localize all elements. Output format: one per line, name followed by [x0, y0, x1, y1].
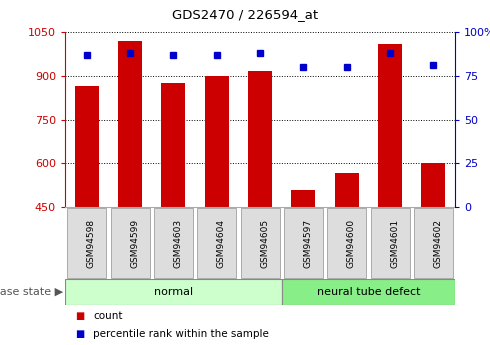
Bar	[292, 189, 315, 207]
Bar	[75, 86, 98, 207]
FancyBboxPatch shape	[154, 208, 193, 278]
FancyBboxPatch shape	[282, 279, 455, 305]
Text: GSM94605: GSM94605	[260, 218, 269, 268]
Bar	[248, 71, 272, 207]
Bar	[335, 174, 359, 207]
FancyBboxPatch shape	[370, 208, 410, 278]
Text: disease state ▶: disease state ▶	[0, 287, 63, 297]
Text: ■: ■	[75, 311, 84, 321]
FancyBboxPatch shape	[327, 208, 366, 278]
Bar	[421, 163, 445, 207]
FancyBboxPatch shape	[111, 208, 149, 278]
Text: count: count	[94, 311, 123, 321]
Text: ■: ■	[75, 329, 84, 339]
Text: GSM94597: GSM94597	[303, 218, 312, 268]
Text: GSM94598: GSM94598	[87, 218, 96, 268]
Text: GDS2470 / 226594_at: GDS2470 / 226594_at	[172, 8, 318, 21]
Text: GSM94602: GSM94602	[433, 218, 442, 267]
FancyBboxPatch shape	[414, 208, 453, 278]
Bar	[378, 44, 402, 207]
Text: GSM94599: GSM94599	[130, 218, 139, 268]
FancyBboxPatch shape	[241, 208, 279, 278]
FancyBboxPatch shape	[67, 208, 106, 278]
Text: GSM94601: GSM94601	[390, 218, 399, 268]
Bar	[118, 41, 142, 207]
Bar	[161, 83, 185, 207]
Text: normal: normal	[154, 287, 193, 297]
Text: GSM94600: GSM94600	[346, 218, 356, 268]
FancyBboxPatch shape	[65, 279, 282, 305]
Text: neural tube defect: neural tube defect	[317, 287, 420, 297]
Text: GSM94603: GSM94603	[173, 218, 182, 268]
FancyBboxPatch shape	[284, 208, 323, 278]
Bar	[205, 76, 228, 207]
Text: GSM94604: GSM94604	[217, 218, 226, 267]
FancyBboxPatch shape	[197, 208, 236, 278]
Text: percentile rank within the sample: percentile rank within the sample	[94, 329, 270, 339]
